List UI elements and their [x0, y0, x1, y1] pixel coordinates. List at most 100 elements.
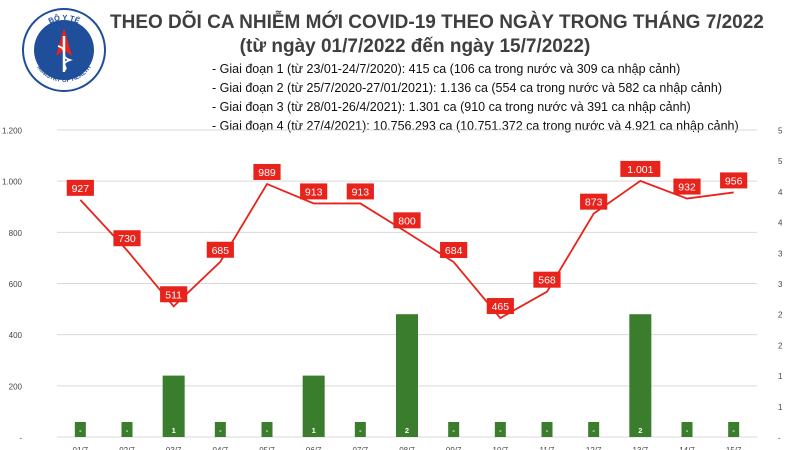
period-1-text: - Giai đoạn 1 (từ 23/01-24/7/2020): 415 … [212, 62, 681, 76]
y-right-tick-label: 3 [778, 249, 783, 258]
x-tick-label: 06/7 [306, 446, 322, 450]
x-tick-label: 03/7 [166, 446, 182, 450]
point-label-bg [113, 230, 141, 247]
point-label-bg [440, 242, 468, 259]
point-value-label: 511 [165, 289, 182, 301]
point-label-bg [346, 183, 374, 200]
bar-value-label: - [126, 426, 129, 435]
bar-value-label: - [732, 426, 735, 435]
point-value-label: 913 [305, 186, 323, 198]
point-label-bg [66, 179, 94, 196]
point-label-bg [720, 172, 748, 189]
bar [541, 422, 553, 437]
point-label-bg [300, 183, 328, 200]
y-right-tick-label: 3 [778, 280, 783, 289]
bar-value-label: - [452, 426, 455, 435]
period-3-text: - Giai đoạn 3 (từ 28/01-26/4/2021): 1.30… [212, 100, 691, 114]
point-value-label: 685 [212, 245, 230, 257]
y-right-tick-label: 5 [778, 157, 783, 166]
point-label-bg [620, 160, 661, 177]
x-tick-label: 04/7 [213, 446, 229, 450]
bar-value-label: 1 [172, 426, 176, 435]
point-value-label: 730 [118, 233, 136, 245]
bar [302, 375, 325, 437]
svg-text:BỘ Y TẾ: BỘ Y TẾ [47, 13, 82, 25]
y-left-tick-label: 200 [9, 382, 23, 391]
point-label-bg [580, 193, 608, 210]
y-right-tick-label: 1 [778, 403, 783, 412]
x-tick-label: 15/7 [726, 446, 742, 450]
bar [448, 422, 460, 437]
x-tick-label: 07/7 [353, 446, 369, 450]
point-label-bg [253, 163, 281, 180]
x-tick-label: 08/7 [399, 446, 415, 450]
bar [494, 422, 506, 437]
point-label-bg [393, 212, 421, 229]
bar-value-label: - [686, 426, 689, 435]
bar [162, 375, 185, 437]
bar-value-label: 1 [312, 426, 316, 435]
point-value-label: 927 [72, 183, 90, 195]
point-value-label: 913 [352, 186, 370, 198]
x-tick-label: 05/7 [259, 446, 275, 450]
bar-value-label: - [546, 426, 549, 435]
point-value-label: 873 [585, 197, 603, 209]
point-value-label: 568 [538, 275, 556, 287]
bar [629, 314, 652, 437]
x-tick-label: 13/7 [633, 446, 649, 450]
point-value-label: 956 [725, 175, 743, 187]
period-2-text: - Giai đoạn 2 (từ 25/7/2020-27/01/2021):… [212, 81, 722, 95]
bar-value-label: - [219, 426, 222, 435]
point-value-label: 932 [678, 182, 696, 194]
y-right-tick-label: 2 [778, 341, 783, 350]
x-tick-label: 14/7 [679, 446, 695, 450]
y-right-tick-label: 2 [778, 311, 783, 320]
bar [728, 422, 740, 437]
point-value-label: 989 [258, 167, 276, 179]
point-value-label: 1.001 [627, 164, 653, 176]
point-label-bg [206, 241, 234, 258]
x-tick-label: 09/7 [446, 446, 462, 450]
cases-line [79, 179, 734, 320]
bar [214, 422, 226, 437]
bar-value-label: - [359, 426, 362, 435]
y-right-tick-label: 1 [778, 372, 783, 381]
x-tick-label: 01/7 [73, 446, 89, 450]
bar [121, 422, 133, 437]
y-left-tick-label: 1.200 [2, 127, 23, 136]
bar [588, 422, 600, 437]
x-tick-label: 11/7 [540, 446, 556, 450]
logo-text-top: BỘ Y TẾ [47, 13, 82, 25]
y-left-tick-label: 1.000 [2, 178, 23, 187]
bar-value-label: 2 [405, 426, 409, 435]
point-label-bg [533, 271, 561, 288]
y-right-tick-label: 5 [778, 127, 783, 136]
point-label-bg [160, 286, 188, 303]
bar-value-label: 2 [638, 426, 642, 435]
bar-value-label: - [592, 426, 595, 435]
x-tick-label: 02/7 [119, 446, 135, 450]
y-right-tick-label: - [778, 434, 781, 443]
bar [354, 422, 366, 437]
y-left-tick-label: 400 [9, 331, 23, 340]
x-tick-label: 10/7 [493, 446, 509, 450]
bar [681, 422, 693, 437]
y-left-tick-label: - [19, 434, 22, 443]
point-value-label: 684 [445, 245, 463, 257]
point-value-label: 800 [398, 215, 416, 227]
x-tick-label: 12/7 [586, 446, 602, 450]
y-right-tick-label: 4 [778, 188, 783, 197]
chart-title: THEO DÕI CA NHIỄM MỚI COVID-19 THEO NGÀY… [110, 12, 764, 33]
ministry-of-health-logo: BỘ Y TẾ MINISTRY OF HEALTH [22, 8, 106, 92]
point-label-bg [486, 298, 514, 315]
bar-value-label: - [266, 426, 269, 435]
point-label-bg [673, 178, 701, 195]
point-value-label: 465 [492, 301, 510, 313]
y-left-tick-label: 600 [9, 280, 23, 289]
y-right-tick-label: 4 [778, 219, 783, 228]
y-left-tick-label: 800 [9, 229, 23, 238]
bar-value-label: - [499, 426, 502, 435]
chart-subtitle: (từ ngày 01/7/2022 đến ngày 15/7/2022) [239, 36, 591, 57]
bar [396, 314, 418, 437]
